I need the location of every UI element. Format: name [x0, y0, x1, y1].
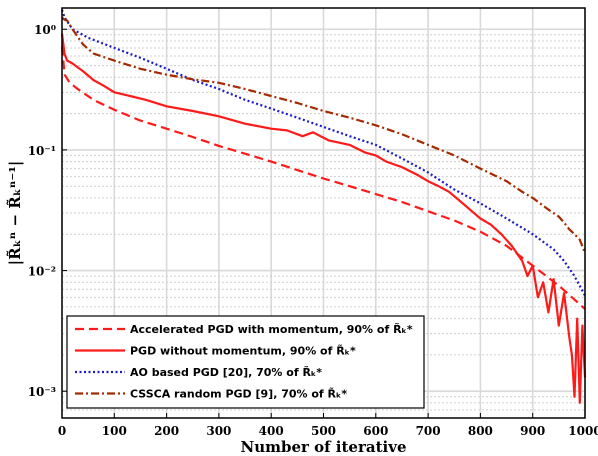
x-tick-label: 100	[102, 424, 127, 438]
y-tick-label: 10⁻¹	[28, 144, 56, 158]
x-tick-label: 900	[520, 424, 545, 438]
legend-label-3: AO based PGD [20], 70% of R̃ₖ*	[130, 366, 322, 379]
x-axis-label: Number of iterative	[240, 438, 406, 456]
y-tick-label: 10⁻²	[28, 265, 56, 279]
x-tick-label: 300	[206, 424, 231, 438]
legend-box	[66, 315, 425, 409]
x-tick-label: 1000	[568, 424, 598, 438]
legend-label-4: CSSCA random PGD [9], 70% of R̃ₖ*	[130, 387, 347, 400]
series-line-1	[60, 46, 586, 310]
series-line-4	[61, 16, 587, 254]
x-tick-label: 500	[311, 424, 336, 438]
x-tick-label: 800	[468, 424, 493, 438]
x-axis-ticks: 0 100 200 300 400 500 600 700 800 900 1000	[58, 413, 598, 438]
series-line-2	[60, 33, 587, 404]
legend: Accelerated PGD with momentum, 90% of R̃…	[66, 315, 425, 409]
y-tick-label: 10⁻³	[28, 385, 56, 399]
legend-label-1: Accelerated PGD with momentum, 90% of R̃…	[130, 323, 413, 336]
legend-label-2: PGD without momentum, 90% of R̃ₖ*	[130, 344, 356, 357]
y-axis-ticks: 10⁰ 10⁻¹ 10⁻² 10⁻³	[28, 23, 67, 399]
x-tick-label: 700	[416, 424, 441, 438]
x-tick-label: 600	[363, 424, 388, 438]
x-tick-label: 0	[58, 424, 66, 438]
y-axis-label: |R̃ₖⁿ − R̃ₖⁿ⁻¹|	[6, 161, 24, 266]
x-tick-label: 400	[259, 424, 284, 438]
series-line-3	[60, 9, 586, 297]
x-tick-label: 200	[154, 424, 179, 438]
y-tick-label: 10⁰	[34, 23, 56, 37]
series-group	[60, 9, 587, 404]
